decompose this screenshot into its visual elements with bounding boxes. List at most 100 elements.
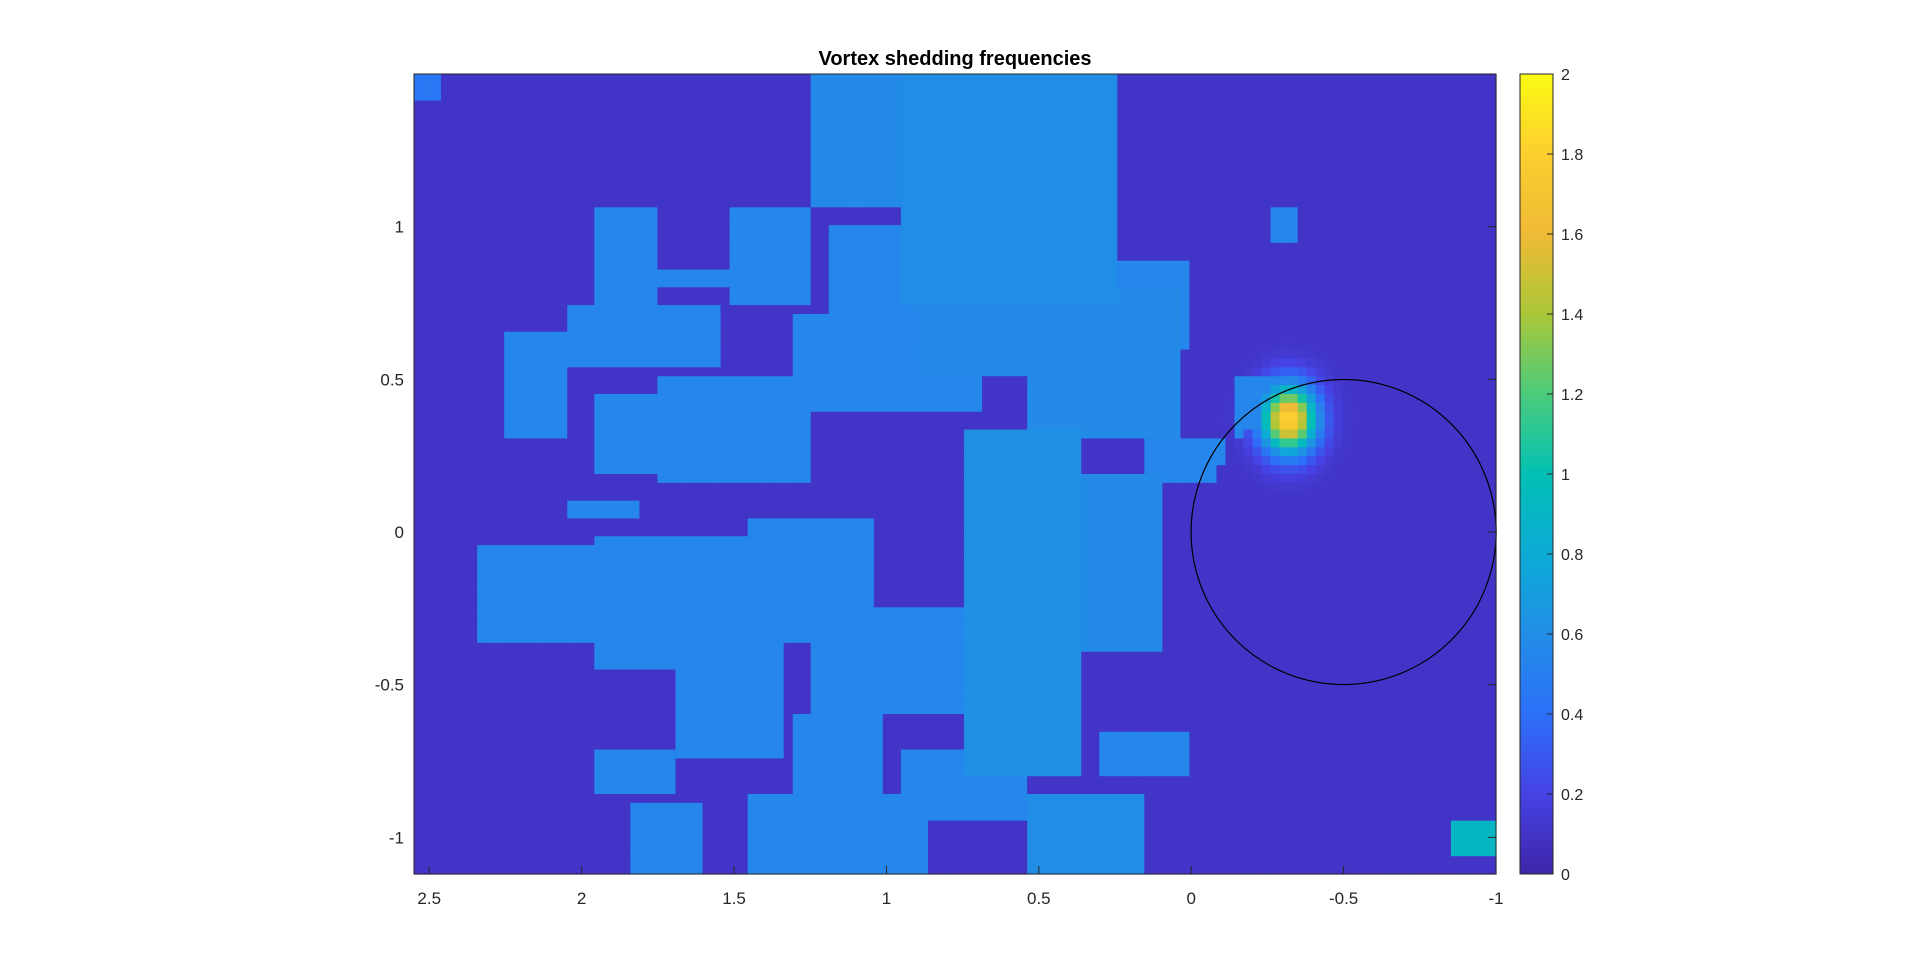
heatmap-cell <box>1117 234 1127 244</box>
heatmap-cell <box>1252 251 1263 262</box>
heatmap-cell <box>441 207 451 217</box>
heatmap-cell <box>1153 109 1163 120</box>
heatmap-cell <box>783 278 794 288</box>
heatmap-cell <box>982 154 992 164</box>
heatmap-cell <box>630 349 641 360</box>
heatmap-cell <box>918 171 929 182</box>
heatmap-cell <box>828 331 839 342</box>
heatmap-cell <box>432 154 442 164</box>
heatmap-cell <box>612 429 622 440</box>
heatmap-cell <box>1405 91 1416 102</box>
heatmap-cell <box>1333 376 1344 386</box>
heatmap-cell <box>1306 402 1317 413</box>
heatmap-cell <box>918 411 929 422</box>
heatmap-cell <box>1342 225 1353 235</box>
heatmap-cell <box>1090 322 1100 333</box>
heatmap-cell <box>495 127 505 137</box>
heatmap-cell <box>603 100 613 111</box>
heatmap-cell <box>684 260 695 271</box>
heatmap-cell <box>702 100 713 111</box>
heatmap-cell <box>1414 154 1425 164</box>
heatmap-cell <box>1117 171 1127 182</box>
heatmap-cell <box>441 242 451 253</box>
heatmap-cell <box>1180 331 1191 342</box>
heatmap-cell <box>900 296 911 306</box>
heatmap-cell <box>1144 385 1154 395</box>
heatmap-cell <box>1216 82 1227 93</box>
heatmap-cell <box>882 394 893 404</box>
heatmap-cell <box>964 402 974 413</box>
heatmap-cell <box>801 429 812 440</box>
heatmap-cell <box>648 127 659 137</box>
heatmap-cell <box>1243 74 1254 84</box>
heatmap-cell <box>1378 180 1389 191</box>
heatmap-cell <box>1027 91 1037 102</box>
heatmap-cell <box>1189 242 1200 253</box>
heatmap-cell <box>1081 198 1091 208</box>
heatmap-cell <box>1261 145 1272 155</box>
heatmap-cell <box>1063 376 1073 386</box>
heatmap-cell <box>459 296 469 306</box>
heatmap-cell <box>1171 376 1182 386</box>
heatmap-cell <box>1315 331 1326 342</box>
heatmap-cell <box>1477 154 1488 164</box>
heatmap-cell <box>1423 109 1434 120</box>
heatmap-cell <box>1063 234 1073 244</box>
heatmap-cell <box>1288 269 1299 280</box>
heatmap-cell <box>909 420 920 431</box>
heatmap-cell <box>909 402 920 413</box>
heatmap-cell <box>1198 322 1209 333</box>
heatmap-cell <box>1198 429 1209 440</box>
heatmap-cell <box>1477 251 1488 262</box>
heatmap-cell <box>468 305 478 315</box>
heatmap-cell <box>855 394 866 404</box>
heatmap-cell <box>1315 269 1326 280</box>
heatmap-cell <box>1198 118 1209 128</box>
heatmap-cell <box>603 154 613 164</box>
heatmap-cell <box>1009 198 1019 208</box>
heatmap-cell <box>819 438 830 448</box>
heatmap-cell <box>1009 225 1019 235</box>
heatmap-cell <box>1153 118 1163 128</box>
heatmap-cell <box>486 198 496 208</box>
heatmap-cell <box>639 269 650 280</box>
heatmap-cell <box>720 216 731 226</box>
heatmap-cell <box>1180 109 1191 120</box>
heatmap-cell <box>1333 234 1344 244</box>
heatmap-cell <box>1306 287 1317 297</box>
heatmap-cell <box>1207 411 1218 422</box>
heatmap-cell <box>982 340 992 351</box>
heatmap-cell <box>1270 296 1281 306</box>
heatmap-cell <box>1135 367 1145 377</box>
heatmap-cell <box>1162 296 1172 306</box>
heatmap-cell <box>783 109 794 120</box>
heatmap-cell <box>855 109 866 120</box>
heatmap-cell <box>1459 420 1470 431</box>
heatmap-cell <box>1009 429 1019 440</box>
heatmap-cell <box>1198 171 1209 182</box>
heatmap-cell <box>1252 394 1263 404</box>
heatmap-cell <box>1351 402 1362 413</box>
heatmap-cell <box>964 322 974 333</box>
heatmap-cell <box>675 216 686 226</box>
heatmap-cell <box>711 278 722 288</box>
heatmap-cell <box>846 180 857 191</box>
heatmap-cell <box>1234 429 1245 440</box>
heatmap-cell <box>540 225 550 235</box>
heatmap-cell <box>882 331 893 342</box>
heatmap-cell <box>1207 216 1218 226</box>
heatmap-cell <box>1036 278 1046 288</box>
heatmap-cell <box>1090 376 1100 386</box>
heatmap-cell <box>810 82 821 93</box>
heatmap-cell <box>991 216 1001 226</box>
heatmap-cell <box>495 162 505 173</box>
heatmap-cell <box>1000 260 1010 271</box>
heatmap-cell <box>1387 100 1398 111</box>
heatmap-cell <box>982 74 992 84</box>
heatmap-cell <box>864 127 875 137</box>
heatmap-cell <box>1126 287 1136 297</box>
heatmap-cell <box>855 402 866 413</box>
heatmap-cell <box>964 420 974 431</box>
heatmap-cell <box>459 269 469 280</box>
heatmap-cell <box>1162 127 1172 137</box>
